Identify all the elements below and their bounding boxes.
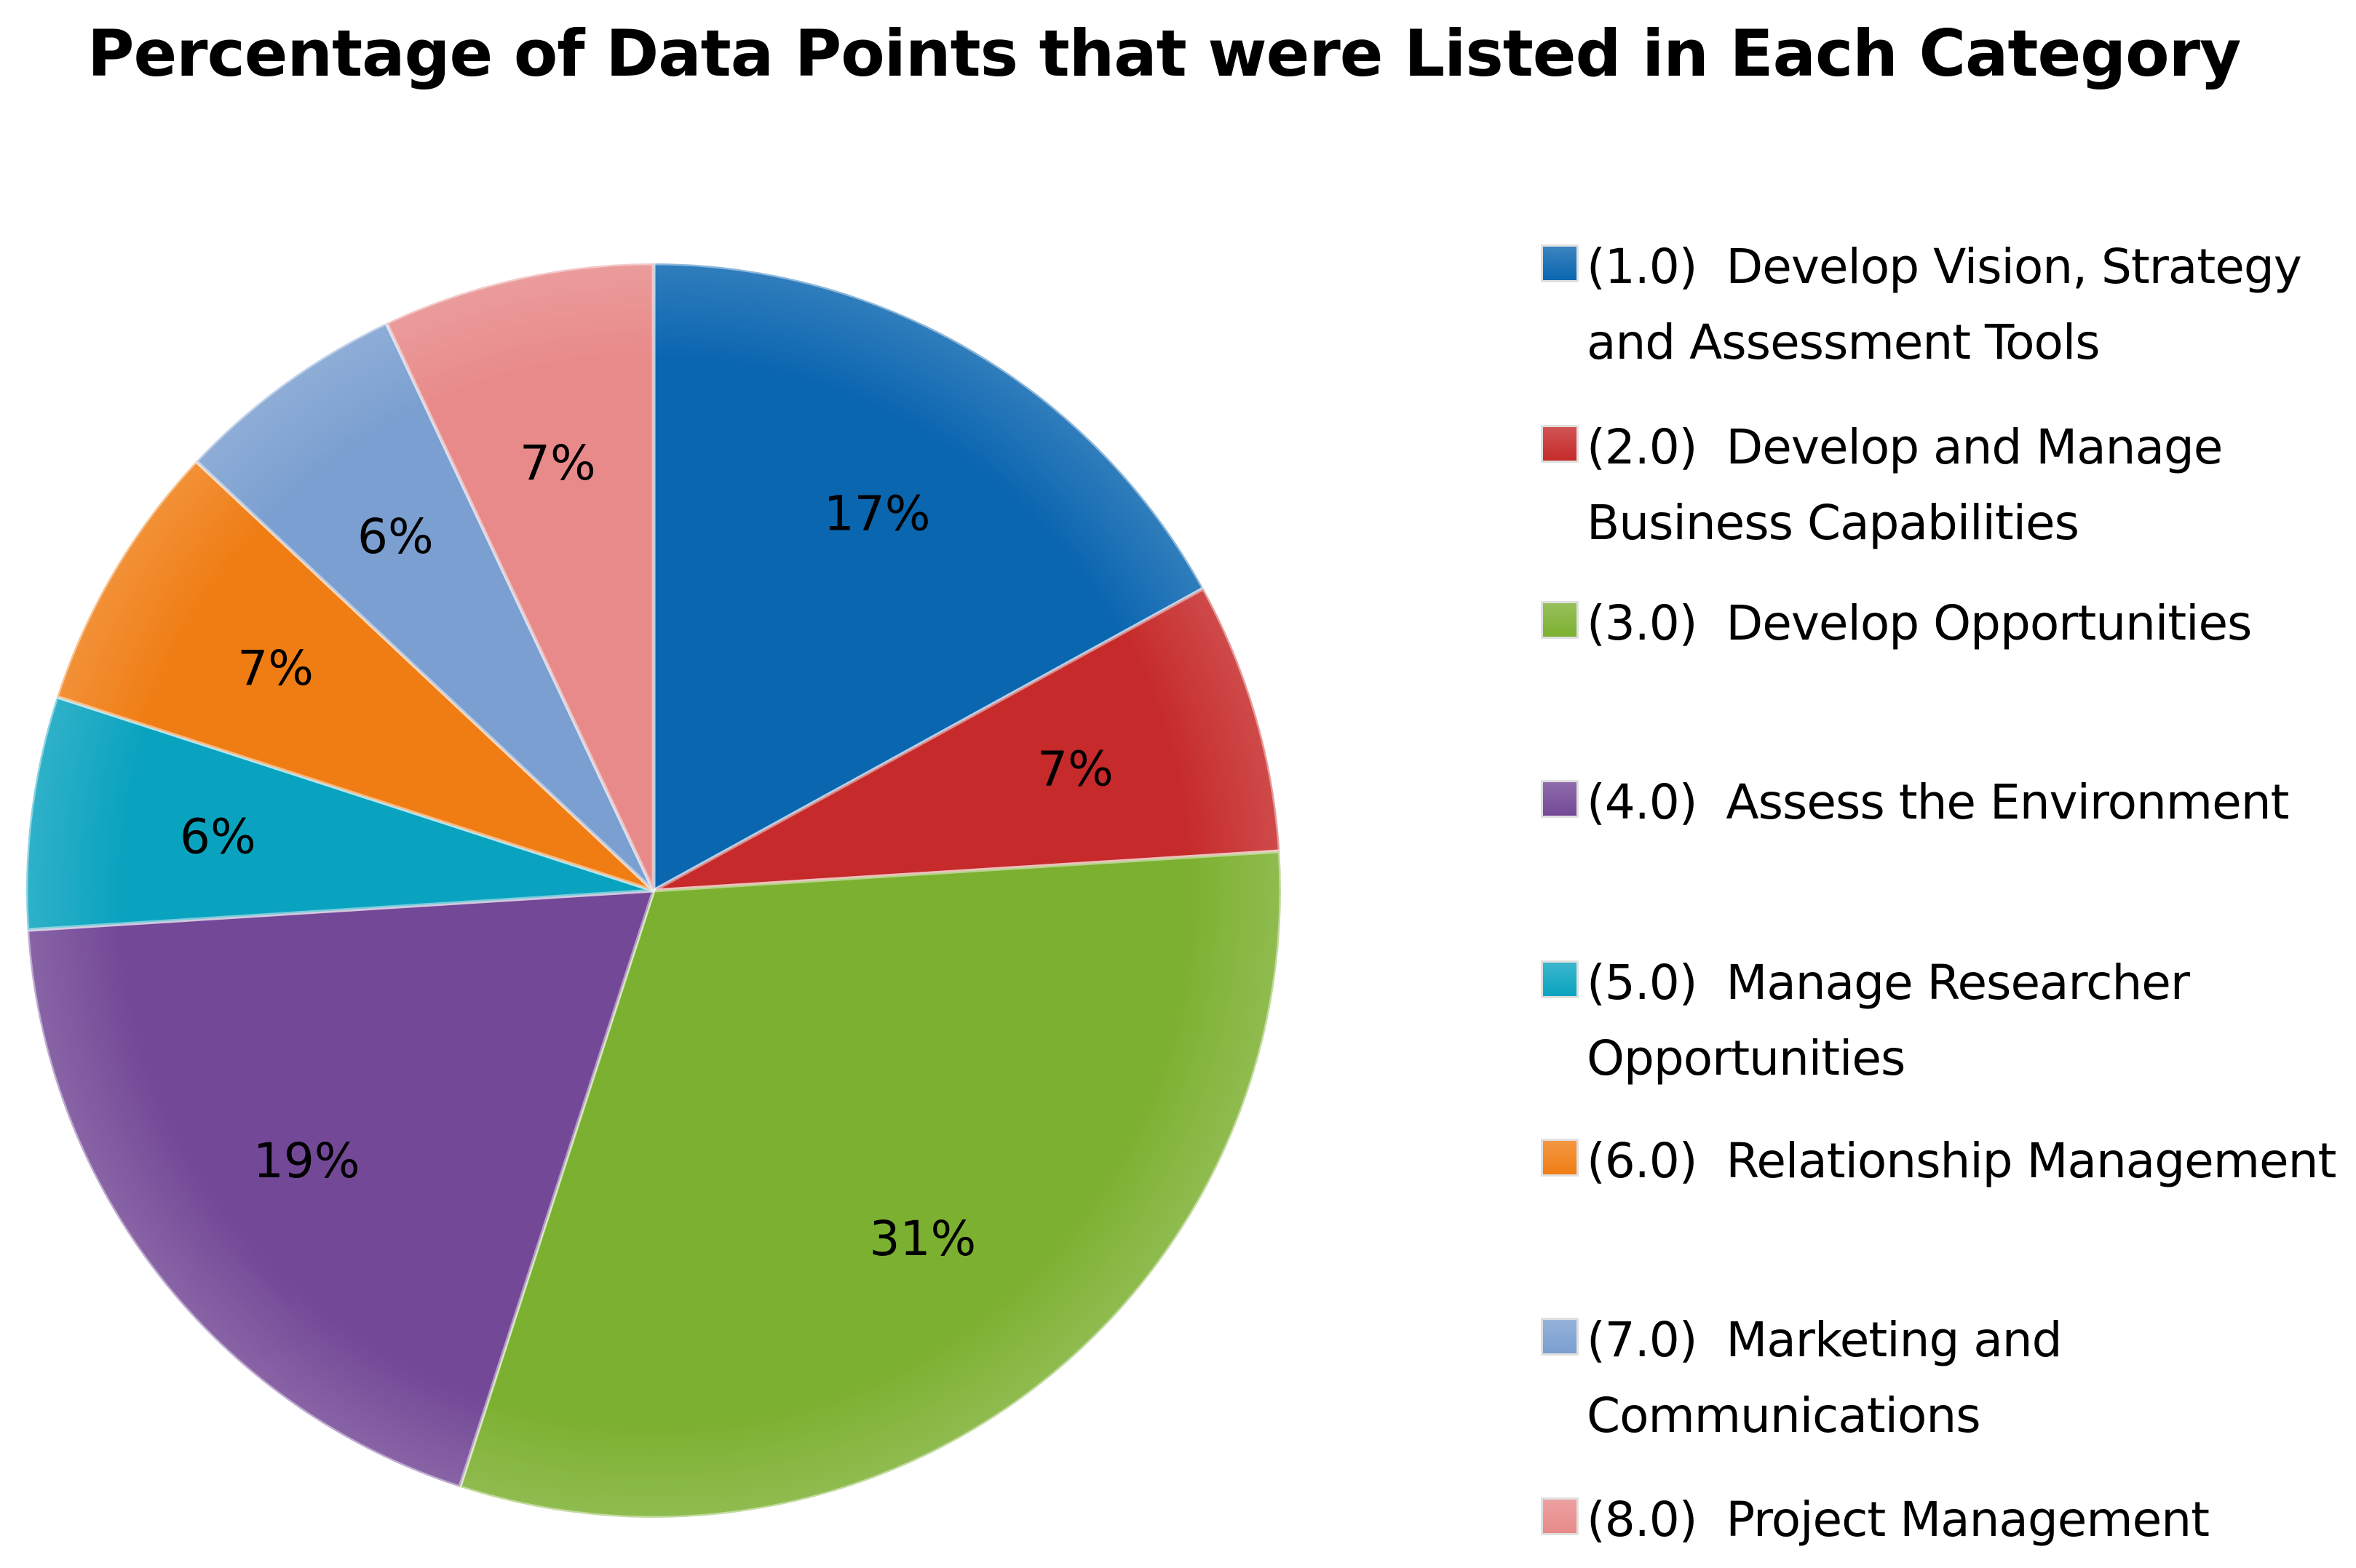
- legend-item-6: (6.0) Relationship Management: [1543, 1123, 2351, 1199]
- legend-label: (1.0) Develop Vision, Strategy and Asses…: [1587, 239, 2316, 370]
- legend-label: (5.0) Manage Researcher Opportunities: [1587, 955, 2205, 1086]
- data-label-5: 6%: [180, 808, 256, 864]
- legend-label: (6.0) Relationship Management: [1587, 1133, 2336, 1189]
- pie-slice-3: [457, 849, 1283, 1520]
- legend-swatch: [1543, 247, 1576, 280]
- legend-label: (8.0) Project Management: [1587, 1492, 2210, 1548]
- legend-label: (3.0) Develop Opportunities: [1587, 595, 2252, 651]
- data-label-3: 31%: [869, 1211, 976, 1267]
- legend-item-5: (5.0) Manage Researcher Opportunities: [1543, 945, 2351, 1097]
- pie-slice-1: [651, 261, 1206, 894]
- legend-swatch: [1543, 603, 1576, 637]
- legend-swatch: [1543, 782, 1576, 816]
- legend-label: (4.0) Assess the Environment: [1587, 774, 2289, 830]
- pie-slice-4: [25, 888, 657, 1489]
- legend-label: (7.0) Marketing and Communications: [1587, 1312, 2077, 1444]
- data-label-8: 7%: [520, 435, 596, 491]
- legend-item-2: (2.0) Develop and Manage Business Capabi…: [1543, 410, 2351, 561]
- data-label-1: 17%: [824, 486, 931, 542]
- pie-slice-7: [194, 320, 656, 892]
- legend-swatch: [1543, 1320, 1576, 1353]
- pie-slice-8: [384, 261, 656, 892]
- data-label-6: 7%: [237, 640, 314, 696]
- legend-item-8: (8.0) Project Management: [1543, 1482, 2351, 1558]
- data-label-7: 6%: [357, 509, 434, 565]
- data-label-2: 7%: [1037, 741, 1114, 797]
- legend-swatch: [1543, 1500, 1576, 1533]
- pie-slice-2: [652, 586, 1282, 893]
- pie-slice-6: [55, 458, 655, 893]
- legend-item-3: (3.0) Develop Opportunities: [1543, 586, 2351, 661]
- legend-label: (2.0) Develop and Manage Business Capabi…: [1587, 419, 2237, 551]
- legend-item-1: (1.0) Develop Vision, Strategy and Asses…: [1543, 229, 2351, 381]
- legend-swatch: [1543, 1141, 1576, 1174]
- pie-slice-5: [24, 694, 654, 932]
- chart-title: Percentage of Data Points that were List…: [87, 16, 2241, 91]
- legend-item-7: (7.0) Marketing and Communications: [1543, 1302, 2351, 1454]
- legend-swatch: [1543, 963, 1576, 996]
- legend-swatch: [1543, 427, 1576, 461]
- legend-item-4: (4.0) Assess the Environment: [1543, 765, 2351, 840]
- data-label-4: 19%: [253, 1133, 360, 1189]
